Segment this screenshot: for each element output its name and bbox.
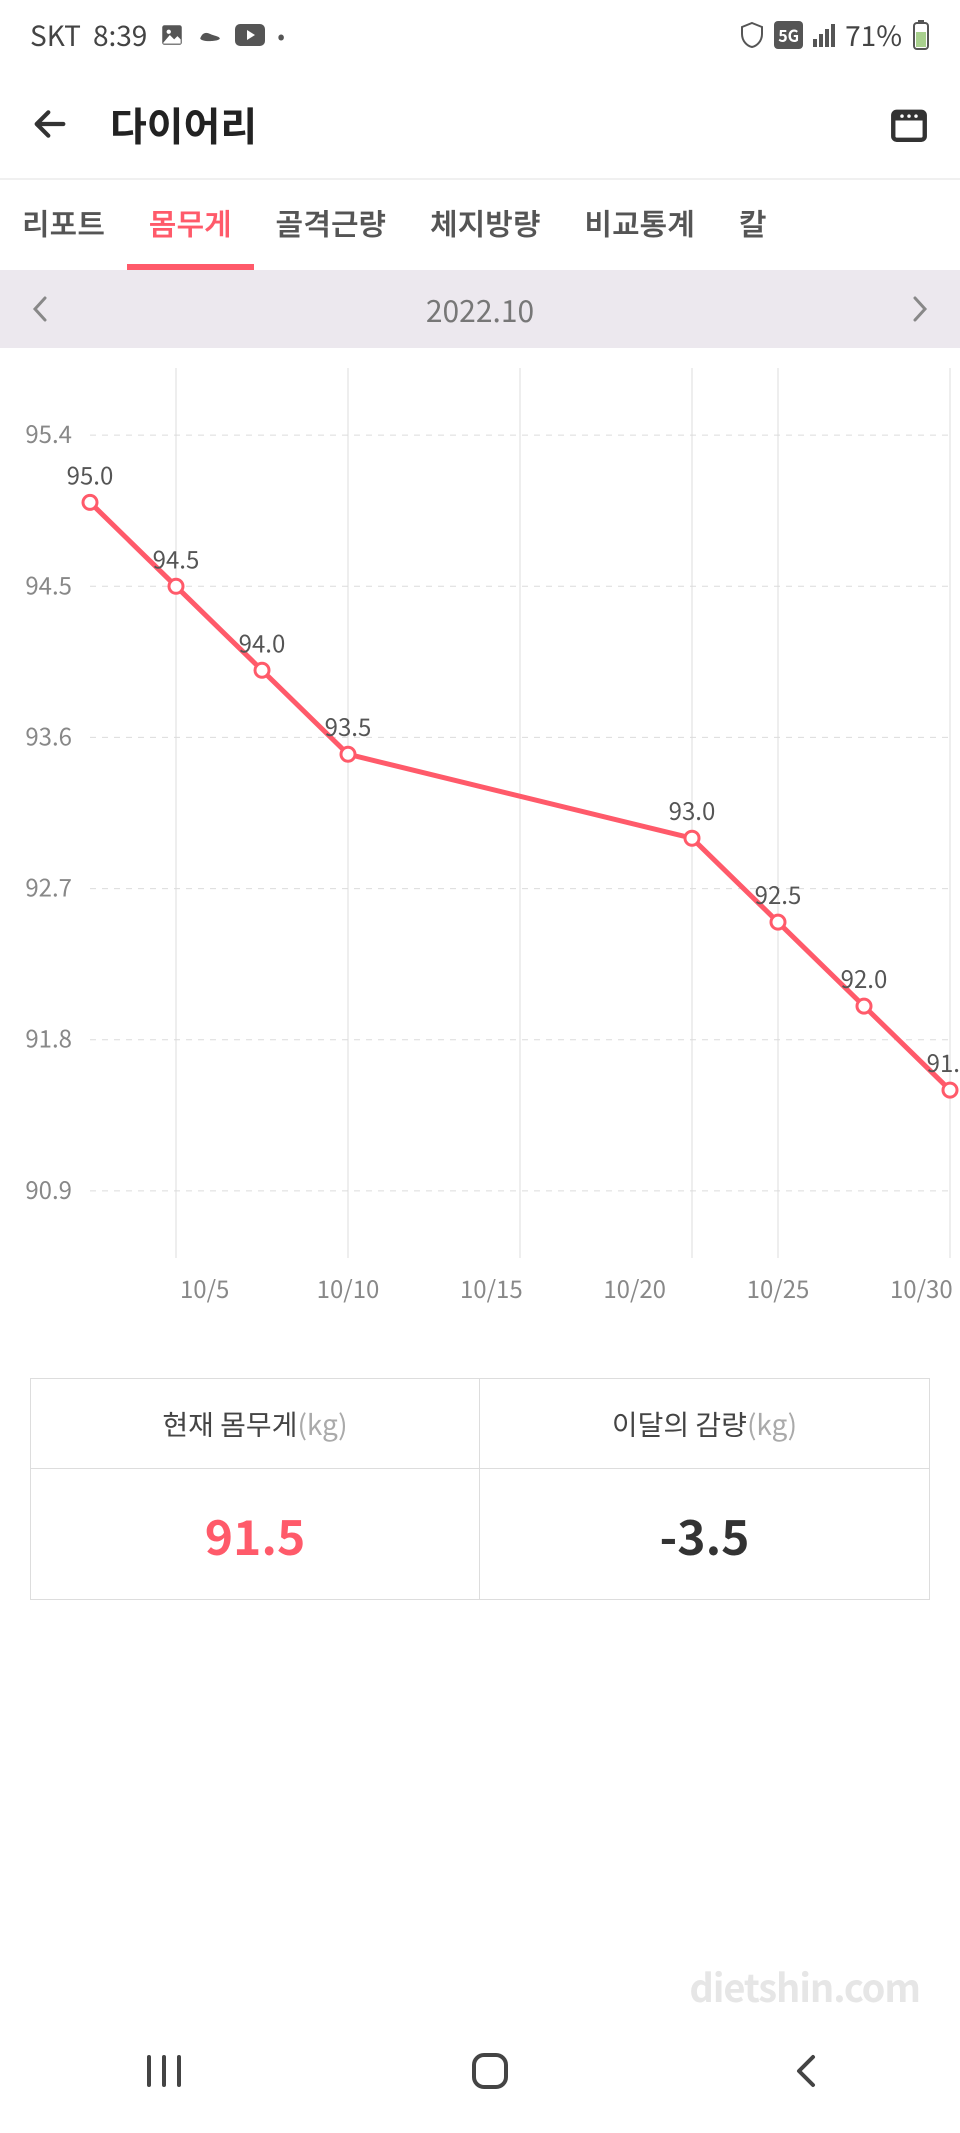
network-5g-icon: 5G <box>774 21 803 49</box>
prev-month-button[interactable] <box>20 275 60 344</box>
weight-chart: 95.4 94.5 93.6 92.7 91.8 90.9 10/5 10/10 10/15 10… <box>0 348 960 1358</box>
clock: 8:39 <box>93 15 147 55</box>
weight-chart-svg: 95.4 94.5 93.6 92.7 91.8 90.9 10/5 10/10 10/15 10… <box>0 348 960 1348</box>
svg-text:92.0: 92.0 <box>841 960 888 995</box>
battery-pct: 71% <box>845 15 902 55</box>
signal-icon <box>813 24 835 47</box>
svg-text:91.5: 91.5 <box>927 1044 960 1079</box>
status-right: 5G 71% <box>740 15 930 55</box>
status-bar: SKT 8:39 • 5G 71% <box>0 0 960 70</box>
battery-icon <box>912 20 930 50</box>
svg-text:92.7: 92.7 <box>25 869 72 904</box>
summary-table: 현재 몸무게 (kg) 이달의 감량 (kg) 91.5 -3.5 <box>30 1378 930 1600</box>
tab-5[interactable]: 칼 <box>717 180 789 270</box>
svg-text:10/30: 10/30 <box>890 1270 953 1305</box>
svg-text:10/20: 10/20 <box>603 1270 666 1305</box>
calendar-button[interactable] <box>888 103 930 145</box>
svg-text:10/15: 10/15 <box>460 1270 523 1305</box>
more-dot-icon: • <box>277 19 284 51</box>
svg-text:91.8: 91.8 <box>25 1020 72 1055</box>
svg-text:10/25: 10/25 <box>747 1270 810 1305</box>
svg-text:95.0: 95.0 <box>67 456 114 491</box>
tabs[interactable]: 리포트몸무게골격근량체지방량비교통계칼 <box>0 180 960 270</box>
delta-weight-label: 이달의 감량 <box>612 1404 747 1444</box>
nav-back-button[interactable] <box>791 2049 821 2098</box>
month-nav: 2022.10 <box>0 270 960 348</box>
svg-text:94.5: 94.5 <box>153 540 200 575</box>
home-button[interactable] <box>468 2049 512 2098</box>
status-left: SKT 8:39 • <box>30 15 285 55</box>
current-weight-label: 현재 몸무게 <box>162 1404 297 1444</box>
next-month-button[interactable] <box>900 275 940 344</box>
shoe-icon <box>197 22 223 48</box>
delta-weight-unit: (kg) <box>747 1404 797 1444</box>
header: 다이어리 <box>0 70 960 180</box>
svg-text:93.0: 93.0 <box>669 792 716 827</box>
carrier-label: SKT <box>30 15 81 55</box>
shield-icon <box>740 22 764 48</box>
tab-4[interactable]: 비교통계 <box>562 180 716 270</box>
svg-text:94.0: 94.0 <box>239 624 286 659</box>
current-weight-unit: (kg) <box>297 1404 347 1444</box>
recents-button[interactable] <box>139 2051 189 2096</box>
tab-1[interactable]: 몸무게 <box>127 180 254 270</box>
svg-text:10/10: 10/10 <box>317 1270 380 1305</box>
delta-weight-header: 이달의 감량 (kg) <box>480 1379 929 1469</box>
tab-0[interactable]: 리포트 <box>0 180 127 270</box>
svg-text:90.9: 90.9 <box>25 1171 72 1206</box>
youtube-icon <box>235 24 265 46</box>
tab-3[interactable]: 체지방량 <box>408 180 562 270</box>
current-weight-header: 현재 몸무게 (kg) <box>31 1379 480 1469</box>
svg-text:93.6: 93.6 <box>25 717 72 752</box>
tab-2[interactable]: 골격근량 <box>254 180 408 270</box>
page-title: 다이어리 <box>110 95 257 153</box>
watermark: dietshin.com <box>689 1958 920 2013</box>
month-label: 2022.10 <box>426 287 534 331</box>
svg-text:10/5: 10/5 <box>180 1270 229 1305</box>
delta-weight-value: -3.5 <box>480 1469 929 1599</box>
android-navbar <box>0 2013 960 2133</box>
svg-text:92.5: 92.5 <box>755 876 802 911</box>
svg-text:94.5: 94.5 <box>25 566 72 601</box>
svg-text:95.4: 95.4 <box>25 415 72 450</box>
back-button[interactable] <box>30 104 70 144</box>
gallery-icon <box>159 22 185 48</box>
svg-text:93.5: 93.5 <box>325 708 372 743</box>
current-weight-value: 91.5 <box>31 1469 480 1599</box>
